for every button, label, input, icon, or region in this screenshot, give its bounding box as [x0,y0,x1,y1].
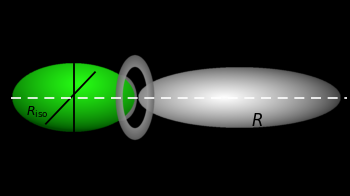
Text: $R_\mathrm{iso}$: $R_\mathrm{iso}$ [26,105,49,120]
Text: $R$: $R$ [251,112,263,130]
